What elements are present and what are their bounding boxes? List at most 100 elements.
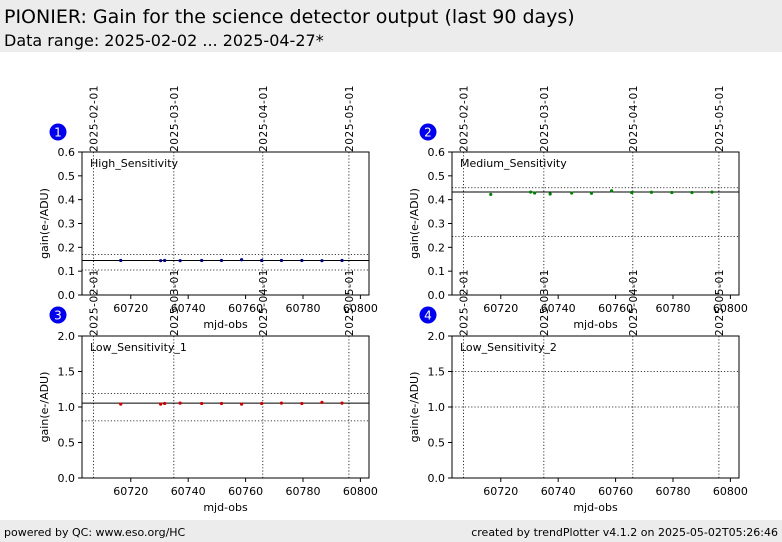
x-tick-label: 60800 — [713, 485, 748, 498]
y-tick-label: 1.0 — [428, 401, 446, 414]
y-tick-label: 0.5 — [58, 437, 76, 450]
y-tick-label: 0.0 — [58, 289, 76, 302]
date-marker-label: 2025-04-01 — [258, 269, 270, 336]
data-point — [320, 259, 324, 263]
y-axis-label: gain(e-/ADU) — [408, 188, 421, 259]
y-tick-label: 1.5 — [428, 366, 446, 379]
x-tick-label: 60760 — [598, 485, 633, 498]
x-tick-label: 60800 — [713, 302, 748, 315]
data-point — [279, 258, 284, 263]
y-tick-label: 2.0 — [58, 330, 76, 343]
x-tick-label: 60740 — [171, 485, 206, 498]
data-point — [533, 191, 537, 195]
data-point — [489, 192, 493, 197]
x-tick-label: 60800 — [343, 302, 378, 315]
panel-2: 2025-02-01 2025-03-01 2025-04-01 2025-05-01… — [408, 85, 748, 331]
date-marker-label: 2025-03-01 — [539, 269, 551, 336]
y-tick-label: 0.5 — [58, 170, 76, 183]
y-tick-label: 0.0 — [58, 472, 76, 485]
y-axis-label: gain(e-/ADU) — [38, 188, 51, 259]
data-point — [300, 401, 304, 406]
data-point — [159, 402, 163, 406]
x-tick-label: 60800 — [343, 485, 378, 498]
data-point — [710, 190, 714, 194]
footer-generator-info: created by trendPlotter v4.1.2 on 2025-0… — [471, 526, 778, 539]
y-tick-label: 0.4 — [58, 194, 76, 207]
y-axis-label: gain(e-/ADU) — [38, 372, 51, 443]
data-point — [609, 189, 614, 193]
report-footer: powered by QC: www.eso.org/HC created by… — [0, 520, 782, 542]
plot-frame — [81, 151, 370, 296]
x-tick-label: 60760 — [598, 302, 633, 315]
data-point — [200, 258, 204, 263]
data-point — [260, 401, 264, 406]
trend-plots: 2025-02-01 2025-03-01 2025-04-01 2025-05-01… — [38, 85, 748, 514]
date-marker-label: 2025-03-01 — [169, 269, 181, 336]
panel-number-label: 3 — [54, 309, 62, 323]
data-range-subtitle: Data range: 2025-02-02 ... 2025-04-27* — [4, 31, 324, 50]
data-point — [178, 401, 182, 405]
data-point — [119, 402, 123, 406]
x-tick-label: 60720 — [483, 302, 518, 315]
y-tick-label: 0.0 — [428, 472, 446, 485]
y-axis-label: gain(e-/ADU) — [408, 372, 421, 443]
data-point — [178, 259, 182, 263]
data-point — [239, 258, 244, 262]
data-point — [320, 400, 324, 404]
data-point — [219, 258, 224, 263]
date-marker-label: 2025-05-01 — [344, 269, 356, 336]
plot-frame — [451, 151, 740, 296]
x-tick-label: 60780 — [655, 485, 690, 498]
date-marker-label: 2025-02-01 — [88, 85, 100, 152]
page-title: PIONIER: Gain for the science detector o… — [4, 6, 575, 28]
y-tick-label: 0.5 — [428, 170, 446, 183]
x-tick-label: 60780 — [655, 302, 690, 315]
data-point — [119, 258, 123, 263]
plot-frame — [81, 335, 370, 479]
data-point — [529, 190, 533, 194]
panel-1: 2025-02-01 2025-03-01 2025-04-01 2025-05-01… — [38, 85, 378, 331]
date-marker-label: 2025-02-01 — [88, 269, 100, 336]
x-axis-label: mjd-obs — [203, 501, 248, 514]
data-point — [200, 401, 204, 406]
panel-number-badge — [419, 306, 437, 324]
x-tick-label: 60760 — [228, 485, 263, 498]
x-tick-label: 60740 — [541, 485, 576, 498]
data-point — [589, 191, 594, 195]
date-marker-label: 2025-04-01 — [628, 269, 640, 336]
date-marker-label: 2025-05-01 — [714, 85, 726, 152]
y-tick-label: 0.4 — [428, 194, 446, 207]
date-marker-label: 2025-04-01 — [628, 85, 640, 152]
date-marker-label: 2025-03-01 — [169, 85, 181, 152]
panel-number-badge — [49, 306, 67, 324]
data-point — [340, 258, 344, 263]
data-point — [163, 258, 167, 263]
panel-label: Low_Sensitivity_2 — [460, 341, 557, 354]
panel-number-badge — [419, 123, 437, 141]
panel-number-label: 2 — [424, 126, 432, 140]
panel-label: High_Sensitivity — [90, 157, 179, 170]
data-point — [279, 401, 284, 405]
y-tick-label: 0.1 — [58, 265, 76, 278]
data-point — [239, 402, 244, 406]
y-tick-label: 0.2 — [58, 241, 76, 254]
date-marker-label: 2025-02-01 — [458, 85, 470, 152]
data-point — [163, 401, 167, 406]
x-tick-label: 60780 — [285, 485, 320, 498]
data-point — [159, 259, 163, 263]
y-tick-label: 1.0 — [58, 401, 76, 414]
data-point — [630, 190, 634, 195]
x-tick-label: 60740 — [171, 302, 206, 315]
data-point — [300, 258, 304, 263]
y-tick-label: 1.5 — [58, 366, 76, 379]
x-tick-label: 60720 — [483, 485, 518, 498]
y-tick-label: 0.2 — [428, 241, 446, 254]
x-axis-label: mjd-obs — [573, 318, 618, 331]
x-tick-label: 60720 — [113, 485, 148, 498]
x-axis-label: mjd-obs — [203, 318, 248, 331]
data-point — [690, 190, 694, 195]
panel-3: 2025-02-01 2025-03-01 2025-04-01 2025-05-01… — [38, 269, 378, 514]
x-tick-label: 60780 — [285, 302, 320, 315]
x-tick-label: 60760 — [228, 302, 263, 315]
x-tick-label: 60740 — [541, 302, 576, 315]
